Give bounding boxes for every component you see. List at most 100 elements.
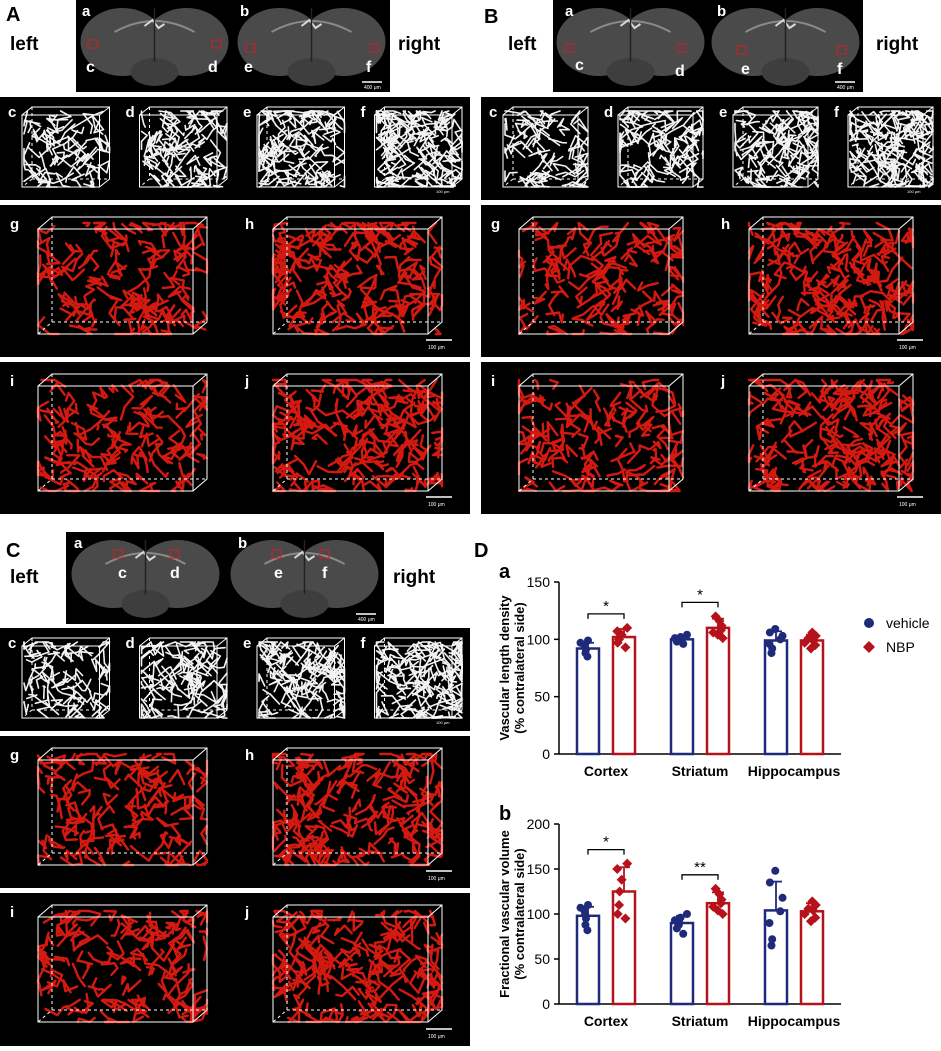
- roi-label: d: [170, 565, 180, 582]
- red-vessel-image-bottom: i j 100 μm: [481, 362, 941, 514]
- sub-label: b: [240, 3, 249, 20]
- data-point: [771, 866, 780, 875]
- data-point: [765, 878, 774, 887]
- data-point: [576, 903, 585, 912]
- sub-label: a: [82, 3, 91, 20]
- data-point: [807, 627, 818, 638]
- vessel-cube: [375, 110, 463, 188]
- roi-box: [245, 43, 256, 53]
- sub-label: c: [8, 635, 16, 652]
- sub-label: b: [717, 3, 726, 20]
- bar-nbp-cortex: [611, 890, 637, 1006]
- brain-section: [80, 8, 229, 86]
- data-point: [708, 901, 719, 912]
- legend-vehicle-label: vehicle: [886, 615, 930, 631]
- data-point: [799, 637, 810, 648]
- brain-section: [237, 8, 386, 86]
- chart-sub-label: b: [499, 803, 511, 825]
- sub-label: h: [245, 216, 254, 233]
- y-tick-label: 100: [527, 631, 551, 647]
- x-tick-label: Striatum: [672, 1013, 729, 1029]
- sub-label: j: [244, 904, 249, 921]
- red-vessel-svg: i j 100 μm: [491, 373, 923, 508]
- sub-label: f: [361, 104, 367, 121]
- roi-label: d: [208, 59, 218, 76]
- roi-box: [271, 549, 282, 559]
- right-label: right: [398, 34, 441, 55]
- data-point: [622, 858, 633, 869]
- vessel-cube: [36, 378, 209, 493]
- left-label: left: [10, 567, 39, 588]
- legend-svg: vehicle NBP: [863, 615, 930, 655]
- sub-label: b: [238, 535, 247, 552]
- data-point: [803, 633, 814, 644]
- roi-box: [319, 549, 330, 559]
- roi-label: f: [366, 59, 372, 76]
- data-point: [682, 910, 691, 918]
- data-point: [805, 643, 816, 654]
- vessel-cube: [258, 641, 346, 719]
- scale-label: 400 μm: [364, 85, 381, 91]
- bar-nbp-hippocampus: [799, 910, 825, 1006]
- brain-section-svg: a b c d e f 400 μm: [71, 535, 379, 623]
- data-point: [612, 864, 623, 874]
- white-vessel-svg: c d e f 100 μm: [489, 104, 934, 194]
- scale-label: 100 μm: [436, 189, 450, 194]
- chart-a: a 0 50 100 150 Vascular length density (% cont…: [481, 556, 861, 796]
- bar-nbp-striatum: [705, 901, 731, 1006]
- red-vessel-image-top: g h 100 μm: [0, 736, 470, 888]
- brain-section-image: a b c d e f 400 μm: [66, 532, 384, 624]
- sub-label: e: [243, 104, 251, 121]
- scale-label: 100 μm: [899, 345, 916, 351]
- chart-b: b 0 50 100 150 200 Fractional vascular volume(…: [481, 798, 861, 1046]
- chart-b-svg: b 0 50 100 150 200 Fractional vascular volume(…: [497, 803, 841, 1029]
- data-point: [710, 883, 721, 894]
- brain-section-svg: a b c d e f 400 μm: [556, 3, 860, 91]
- sub-label: g: [10, 747, 19, 764]
- data-point: [576, 638, 585, 647]
- x-tick-label: Cortex: [584, 1013, 629, 1029]
- red-vessel-svg: g h 100 μm: [491, 216, 923, 351]
- vessel-cube: [375, 641, 463, 719]
- legend-vehicle-marker: [864, 618, 874, 628]
- sub-label: d: [126, 635, 135, 652]
- sub-label: a: [74, 535, 83, 552]
- brain-section-image: a b c d e f 400 μm: [76, 0, 390, 92]
- data-point: [768, 935, 777, 944]
- sub-label: i: [10, 373, 14, 390]
- sub-label: j: [720, 373, 725, 390]
- sub-label: i: [10, 904, 14, 921]
- data-point: [765, 639, 774, 648]
- sub-label: i: [491, 373, 495, 390]
- x-tick-label: Hippocampus: [748, 1013, 841, 1029]
- vessel-cube: [23, 641, 111, 719]
- data-point: [810, 640, 821, 651]
- vessel-cube: [271, 378, 444, 493]
- red-vessel-svg: g h 100 μm: [10, 747, 452, 882]
- legend-nbp-marker: [863, 641, 875, 653]
- red-vessel-svg: g h 100 μm: [10, 216, 452, 351]
- data-point: [708, 627, 719, 638]
- data-point: [710, 611, 721, 622]
- y-tick-label: 50: [534, 689, 550, 705]
- vessel-cube: [271, 909, 444, 1024]
- sub-label: d: [126, 104, 135, 121]
- bar-nbp-hippocampus: [799, 639, 825, 756]
- bar-nbp-striatum: [705, 626, 731, 756]
- legend: vehicle NBP: [860, 612, 940, 662]
- data-point: [679, 929, 688, 938]
- significance-label: *: [603, 598, 609, 615]
- y-tick-label: 100: [527, 906, 551, 922]
- roi-box: [564, 43, 575, 53]
- scale-label: 100 μm: [428, 345, 445, 351]
- vessel-cube: [140, 110, 228, 188]
- data-point: [612, 909, 623, 919]
- data-point: [765, 919, 774, 927]
- data-point: [612, 626, 623, 637]
- scale-label: 100 μm: [428, 876, 445, 882]
- vessel-cube: [36, 909, 209, 1024]
- red-vessel-svg: i j 100 μm: [10, 904, 452, 1040]
- vessel-cube: [517, 378, 685, 493]
- significance-bracket: [587, 848, 625, 855]
- sub-label: g: [491, 216, 500, 233]
